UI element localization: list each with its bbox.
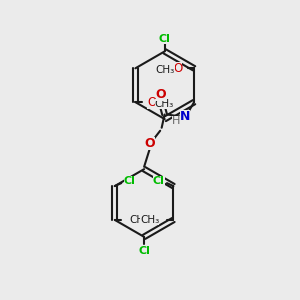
Text: N: N xyxy=(180,110,190,123)
Text: Cl: Cl xyxy=(124,176,135,186)
Text: CH₃: CH₃ xyxy=(154,99,174,109)
Text: Cl: Cl xyxy=(138,246,150,256)
Text: H: H xyxy=(172,116,181,126)
Text: CH₃: CH₃ xyxy=(129,215,148,225)
Text: CH₃: CH₃ xyxy=(140,215,159,225)
Text: CH₃: CH₃ xyxy=(156,65,175,75)
Text: Cl: Cl xyxy=(153,176,165,186)
Text: O: O xyxy=(156,88,167,101)
Text: O: O xyxy=(145,137,155,151)
Text: O: O xyxy=(147,96,156,109)
Text: Cl: Cl xyxy=(159,34,171,44)
Text: O: O xyxy=(173,62,182,75)
